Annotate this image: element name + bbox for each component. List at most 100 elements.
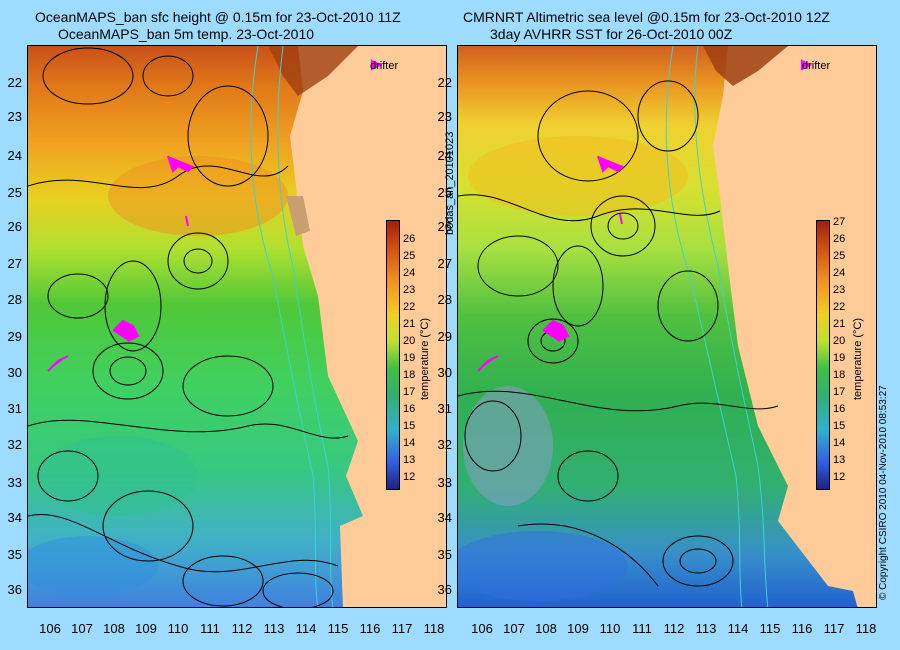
- sea-level-contour: [182, 355, 274, 417]
- right-drifter-label: drifter: [802, 60, 831, 72]
- lat-label: 31: [7, 401, 22, 416]
- drifter-marker: [801, 59, 813, 71]
- lon-label: 110: [167, 621, 189, 636]
- drifter-track: [112, 319, 140, 342]
- sea-level-contour: [42, 47, 134, 105]
- colorbar-tick: 13: [403, 454, 416, 466]
- colorbar-tick: 20: [833, 335, 846, 347]
- sea-level-contour: [637, 80, 699, 152]
- left-map: [28, 46, 446, 607]
- colorbar-tick: 15: [403, 420, 416, 432]
- colorbar-tick: 27: [833, 216, 846, 228]
- colorbar-tick: 24: [833, 267, 846, 279]
- left-title-line1: OceanMAPS_ban sfc height @ 0.15m for 23-…: [35, 9, 401, 25]
- colorbar-tick: 19: [833, 352, 846, 364]
- lat-label: 29: [7, 329, 22, 344]
- colorbar-tick: 14: [403, 437, 416, 449]
- left-title-line2: OceanMAPS_ban 5m temp. 23-Oct-2010: [58, 26, 315, 42]
- lon-label: 116: [791, 621, 813, 636]
- lat-label: 33: [7, 475, 22, 490]
- drifter-track: [47, 355, 69, 372]
- sea-level-contour: [458, 194, 721, 222]
- lon-label: 114: [295, 621, 317, 636]
- bathymetry-contour: [250, 46, 319, 607]
- lon-label: 118: [855, 621, 877, 636]
- drifter-track: [167, 155, 194, 173]
- colorbar-tick: 22: [833, 301, 846, 313]
- sea-level-contour: [182, 555, 264, 607]
- lon-label: 118: [423, 621, 445, 636]
- lat-label: 25: [7, 185, 22, 200]
- lon-label: 116: [359, 621, 381, 636]
- warm-patch: [108, 156, 288, 236]
- sea-level-contour: [37, 450, 99, 502]
- left-colorbar-title: temperature (°C): [419, 317, 431, 400]
- lon-label: 117: [391, 621, 413, 636]
- lon-label: 107: [71, 621, 93, 636]
- colorbar-tick: 15: [833, 420, 846, 432]
- sea-level-contour: [537, 90, 639, 182]
- lat-label: 32: [7, 437, 22, 452]
- land-mass: [713, 46, 876, 607]
- lon-label: 111: [632, 621, 652, 636]
- lat-label: 30: [437, 365, 452, 380]
- colorbar-tick: 24: [403, 267, 416, 279]
- lat-label: 23: [7, 109, 22, 124]
- lon-label: 110: [599, 621, 621, 636]
- sea-level-contour: [167, 232, 229, 290]
- sea-level-contour: [28, 165, 289, 189]
- lat-label: 32: [437, 437, 452, 452]
- right-map-panel[interactable]: [457, 45, 877, 608]
- lat-label: 34: [437, 510, 452, 525]
- lat-label: 26: [437, 219, 452, 234]
- colorbar-tick: 17: [403, 386, 416, 398]
- lon-label: 108: [103, 621, 125, 636]
- lat-label: 36: [7, 582, 22, 597]
- lon-label: 113: [263, 621, 285, 636]
- colorbar-tick: 18: [403, 369, 416, 381]
- bathymetry-contour: [665, 46, 743, 607]
- left-map-panel[interactable]: [27, 45, 447, 608]
- colorbar-tick: 25: [403, 250, 416, 262]
- cool-patch: [458, 531, 628, 601]
- lon-label: 117: [823, 621, 845, 636]
- sea-level-contour: [28, 419, 349, 439]
- colorbar-tick: 20: [403, 335, 416, 347]
- sea-level-contour: [464, 400, 522, 472]
- lat-label: 33: [437, 475, 452, 490]
- colorbar-tick: 23: [403, 284, 416, 296]
- sea-level-contour: [109, 356, 147, 386]
- lon-label: 106: [471, 621, 493, 636]
- lon-label: 107: [503, 621, 525, 636]
- sea-level-contour: [47, 273, 109, 319]
- right-colorbar-title: temperature (°C): [852, 317, 864, 400]
- drifter-track: [597, 155, 624, 173]
- lon-label: 112: [231, 621, 253, 636]
- lon-label: 106: [39, 621, 61, 636]
- lat-label: 22: [437, 75, 452, 90]
- lat-label: 26: [7, 219, 22, 234]
- drifter-marker: [371, 59, 383, 71]
- lat-label: 28: [7, 292, 22, 307]
- lat-label: 22: [7, 75, 22, 90]
- lon-label: 111: [200, 621, 220, 636]
- sea-level-contour: [102, 490, 194, 562]
- land-mass: [268, 46, 358, 96]
- sea-level-contour: [527, 318, 579, 364]
- lat-label: 23: [437, 109, 452, 124]
- right-title-line2: 3day AVHRR SST for 26-Oct-2010 00Z: [490, 26, 733, 42]
- lat-label: 35: [7, 547, 22, 562]
- sea-level-contour: [662, 535, 734, 587]
- sea-level-contour: [458, 390, 779, 412]
- sea-level-contour: [104, 260, 162, 352]
- colorbar-tick: 25: [833, 250, 846, 262]
- sea-level-contour: [187, 85, 269, 187]
- colorbar-tick: 22: [403, 301, 416, 313]
- lat-label: 27: [7, 256, 22, 271]
- land-mass: [703, 46, 788, 86]
- sea-level-contour: [517, 523, 659, 587]
- lat-label: 35: [437, 547, 452, 562]
- colorbar-tick: 12: [403, 471, 416, 483]
- drifter-track: [619, 213, 623, 225]
- lon-label: 108: [535, 621, 557, 636]
